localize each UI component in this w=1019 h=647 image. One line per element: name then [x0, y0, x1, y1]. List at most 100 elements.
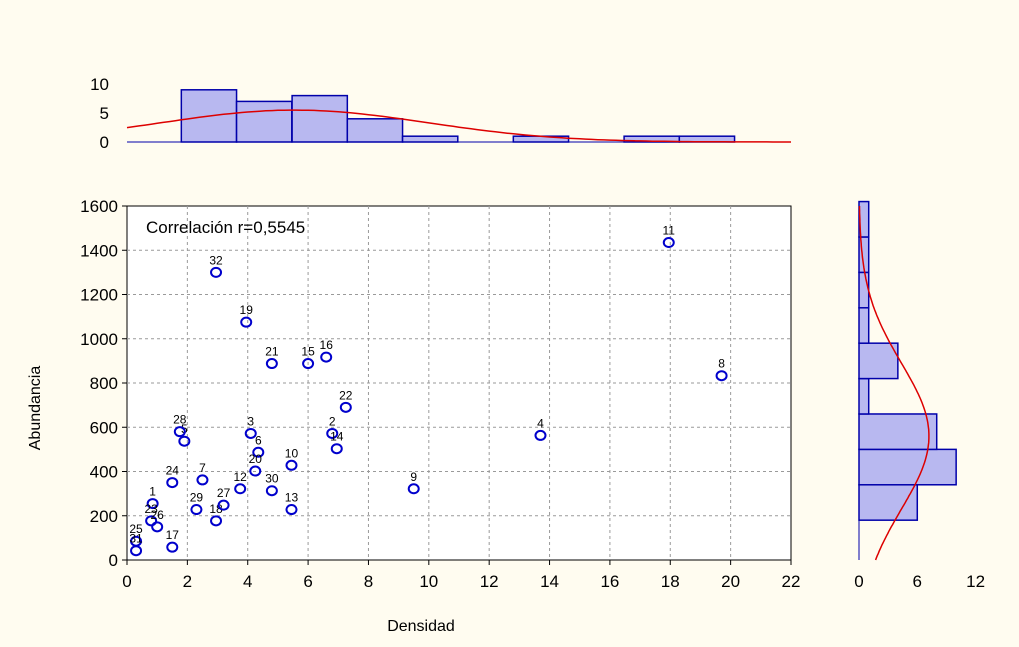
top-hist-tick-label: 0 — [100, 133, 109, 152]
chart-frame: 0 2 4 6 8 10 12 14 16 18 20 22 0 200 400 600 800 1000 1200… — [8, 8, 1010, 638]
data-point — [145, 515, 158, 527]
data-point — [265, 485, 278, 497]
data-point — [234, 483, 247, 495]
data-point-label: 8 — [718, 357, 725, 371]
top-hist-normal-curve — [126, 109, 791, 143]
data-point-label: 7 — [199, 461, 206, 475]
x-axis-label: Densidad — [387, 618, 455, 635]
right-hist-tick-label: 12 — [966, 572, 985, 591]
right-hist-bar — [858, 484, 919, 521]
top-hist-bar — [235, 100, 293, 143]
data-point-label: 22 — [339, 388, 353, 402]
x-tick-label: 10 — [419, 572, 438, 591]
data-point-label: 31 — [129, 532, 143, 546]
data-point-label: 1 — [149, 485, 156, 499]
data-point-label: 4 — [537, 416, 544, 430]
right-hist-bar — [858, 271, 870, 309]
right-hist-tick-label: 6 — [913, 572, 922, 591]
data-point — [130, 545, 143, 557]
y-tick-label: 400 — [90, 463, 118, 482]
data-point — [265, 358, 278, 370]
data-point — [534, 429, 547, 441]
x-tick-label: 8 — [364, 572, 373, 591]
data-point-label: 13 — [285, 491, 299, 505]
data-point-label: 16 — [320, 338, 334, 352]
x-tick-label: 6 — [303, 572, 312, 591]
data-point — [210, 515, 223, 527]
y-tick-label: 200 — [90, 507, 118, 526]
x-tick-label: 22 — [782, 572, 801, 591]
data-point — [210, 266, 223, 278]
x-tick-label: 4 — [243, 572, 252, 591]
data-point — [146, 498, 159, 510]
right-hist-bar — [858, 200, 870, 238]
data-point-label: 12 — [234, 470, 248, 484]
x-tick-label: 0 — [122, 572, 131, 591]
data-point-label: 27 — [217, 486, 231, 500]
data-point-label: 2 — [329, 414, 336, 428]
right-hist-bar — [858, 377, 870, 415]
data-point — [178, 435, 191, 447]
data-point — [249, 465, 262, 477]
data-point-label: 15 — [301, 345, 315, 359]
top-hist-tick-label: 5 — [100, 104, 109, 123]
data-point — [326, 427, 339, 439]
top-hist-tick-label: 10 — [90, 75, 109, 94]
x-tick-label: 2 — [183, 572, 192, 591]
data-point — [173, 426, 186, 438]
top-hist-bar — [401, 135, 459, 143]
right-hist-bar — [858, 342, 899, 380]
x-tick-label: 20 — [721, 572, 740, 591]
correlation-annotation: Correlación r=0,5545 — [146, 218, 305, 237]
scatter-plot: 0 2 4 6 8 10 12 14 16 18 20 22020040060080010001200… — [80, 197, 800, 591]
data-point — [166, 541, 179, 553]
right-hist-normal-curve — [858, 206, 930, 561]
y-axis-label: Abundancia — [27, 366, 44, 451]
data-point-label: 3 — [247, 414, 254, 428]
data-point-label: 29 — [190, 491, 204, 505]
data-point — [339, 401, 352, 413]
y-tick-label: 600 — [90, 418, 118, 437]
data-point-label: 14 — [330, 430, 344, 444]
data-point — [244, 427, 257, 439]
top-hist-bar — [346, 118, 404, 143]
data-point-label: 10 — [285, 446, 299, 460]
data-point — [407, 483, 420, 495]
top-hist-bar — [180, 89, 238, 143]
data-point-label: 23 — [144, 502, 158, 516]
data-point-label: 24 — [166, 464, 180, 478]
data-point-label: 18 — [209, 502, 223, 516]
right-hist-bar — [858, 448, 957, 486]
data-point-label: 25 — [129, 522, 143, 536]
y-tick-label: 1600 — [80, 197, 118, 216]
data-point-label: 17 — [166, 528, 180, 542]
x-tick-label: 16 — [600, 572, 619, 591]
data-point — [302, 358, 315, 370]
y-tick-label: 1400 — [80, 241, 118, 260]
top-hist-bar — [291, 94, 349, 143]
right-hist-tick-label: 0 — [854, 572, 863, 591]
data-point — [285, 459, 298, 471]
right-hist-bar — [858, 413, 938, 451]
data-point-label: 26 — [151, 508, 165, 522]
x-tick-label: 12 — [480, 572, 499, 591]
right-hist-bar — [858, 307, 870, 344]
data-point-label: 9 — [410, 470, 417, 484]
data-point — [285, 504, 298, 516]
data-point — [151, 521, 164, 533]
data-point — [166, 477, 179, 489]
y-tick-label: 1200 — [80, 286, 118, 305]
right-histogram: 0 6 12 — [854, 200, 985, 591]
data-point — [190, 504, 203, 516]
data-point — [217, 499, 230, 511]
x-tick-label: 14 — [540, 572, 559, 591]
data-point — [662, 237, 675, 249]
y-tick-label: 1000 — [80, 330, 118, 349]
data-point — [196, 474, 209, 486]
data-point-label: 20 — [249, 452, 263, 466]
data-point — [240, 316, 253, 328]
chart-svg: 0 2 4 6 8 10 12 14 16 18 20 22020040060080010001200… — [27, 75, 985, 635]
data-point-label: 19 — [240, 303, 254, 317]
y-tick-label: 0 — [109, 551, 118, 570]
data-point-label: 21 — [265, 345, 279, 359]
